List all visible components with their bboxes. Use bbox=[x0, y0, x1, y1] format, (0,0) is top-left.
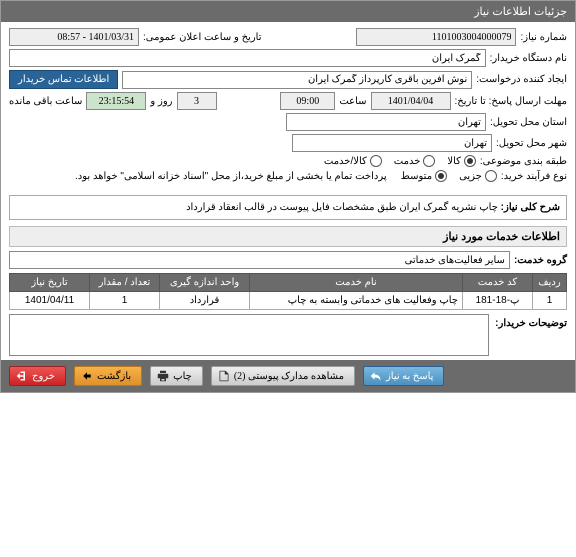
city-label: شهر محل تحویل: bbox=[496, 138, 567, 149]
th-date: تاریخ نیاز bbox=[10, 274, 90, 292]
attachments-label: مشاهده مدارک پیوستی (2) bbox=[234, 371, 344, 382]
general-title-box: شرح کلی نیاز: چاپ نشریه گمرک ایران طبق م… bbox=[9, 195, 567, 220]
process-small-option[interactable]: جزیی bbox=[459, 170, 497, 182]
panel-title: جزئیات اطلاعات نیاز bbox=[474, 6, 567, 18]
service-group-label: گروه خدمت: bbox=[514, 255, 567, 266]
buyer-notes-label: توضیحات خریدار: bbox=[495, 314, 567, 356]
subject-goods-label: کالا bbox=[447, 156, 461, 167]
process-medium-label: متوسط bbox=[401, 171, 432, 182]
process-label: نوع فرآیند خرید: bbox=[501, 171, 567, 182]
deadline-date-field bbox=[371, 92, 451, 110]
general-title-text: چاپ نشریه گمرک ایران طبق مشخصات فایل پیو… bbox=[186, 202, 498, 213]
remaining-label: ساعت باقی مانده bbox=[9, 96, 82, 107]
contact-info-button[interactable]: اطلاعات تماس خریدار bbox=[9, 70, 118, 89]
announce-datetime-label: تاریخ و ساعت اعلان عمومی: bbox=[143, 32, 262, 43]
process-note: پرداخت تمام یا بخشی از مبلغ خرید،از محل … bbox=[75, 171, 387, 182]
reply-icon bbox=[370, 370, 382, 382]
general-title-label: شرح کلی نیاز: bbox=[501, 202, 560, 213]
back-label: بازگشت bbox=[97, 371, 131, 382]
button-bar: خروج بازگشت چاپ مشاهده مدارک پیوستی (2) … bbox=[1, 360, 575, 392]
services-section-title: اطلاعات خدمات مورد نیاز bbox=[9, 226, 567, 247]
print-label: چاپ bbox=[173, 371, 192, 382]
exit-button[interactable]: خروج bbox=[9, 366, 66, 386]
form-area: شماره نیاز: تاریخ و ساعت اعلان عمومی: نا… bbox=[1, 22, 575, 189]
th-unit: واحد اندازه گیری bbox=[160, 274, 250, 292]
th-code: کد خدمت bbox=[463, 274, 533, 292]
province-field bbox=[286, 113, 486, 131]
reply-button[interactable]: پاسخ به نیاز bbox=[363, 366, 445, 386]
cell-row: 1 bbox=[533, 292, 567, 310]
services-table: ردیف کد خدمت نام خدمت واحد اندازه گیری ت… bbox=[9, 273, 567, 310]
process-small-label: جزیی bbox=[459, 171, 482, 182]
radio-icon bbox=[464, 155, 476, 167]
subject-both-label: کالا/خدمت bbox=[324, 156, 367, 167]
process-medium-option[interactable]: متوسط bbox=[401, 170, 447, 182]
subject-class-label: طبقه بندی موضوعی: bbox=[480, 156, 567, 167]
days-remaining-field bbox=[177, 92, 217, 110]
need-number-field bbox=[356, 28, 516, 46]
buyer-notes-textarea[interactable] bbox=[9, 314, 489, 356]
panel-header: جزئیات اطلاعات نیاز bbox=[1, 1, 575, 22]
subject-service-option[interactable]: خدمت bbox=[394, 155, 436, 167]
logout-icon bbox=[16, 370, 28, 382]
deadline-hour-field bbox=[280, 92, 335, 110]
exit-label: خروج bbox=[32, 371, 55, 382]
time-remaining-field bbox=[86, 92, 146, 110]
table-row[interactable]: 1 پ-18-181 چاپ وفعالیت های خدماتی وابسته… bbox=[10, 292, 567, 310]
subject-class-group: کالا خدمت کالا/خدمت bbox=[324, 155, 476, 167]
back-button[interactable]: بازگشت bbox=[74, 366, 142, 386]
days-and-label: روز و bbox=[150, 96, 172, 107]
cell-date: 1401/04/11 bbox=[10, 292, 90, 310]
cell-qty: 1 bbox=[90, 292, 160, 310]
radio-icon bbox=[485, 170, 497, 182]
service-group-field bbox=[9, 251, 510, 269]
process-group: جزیی متوسط bbox=[401, 170, 497, 182]
cell-unit: قرارداد bbox=[160, 292, 250, 310]
radio-icon bbox=[370, 155, 382, 167]
subject-service-label: خدمت bbox=[394, 156, 421, 167]
subject-both-option[interactable]: کالا/خدمت bbox=[324, 155, 382, 167]
deadline-label: مهلت ارسال پاسخ: تا تاریخ: bbox=[455, 96, 567, 107]
hour-label-1: ساعت bbox=[339, 96, 366, 107]
cell-code: پ-18-181 bbox=[463, 292, 533, 310]
attachments-button[interactable]: مشاهده مدارک پیوستی (2) bbox=[211, 366, 355, 386]
th-row: ردیف bbox=[533, 274, 567, 292]
printer-icon bbox=[157, 370, 169, 382]
th-name: نام خدمت bbox=[250, 274, 463, 292]
requester-label: ایجاد کننده درخواست: bbox=[476, 74, 567, 85]
back-arrow-icon bbox=[81, 370, 93, 382]
radio-icon bbox=[423, 155, 435, 167]
requester-field bbox=[122, 71, 472, 89]
cell-name: چاپ وفعالیت های خدماتی وابسته به چاپ bbox=[250, 292, 463, 310]
reply-label: پاسخ به نیاز bbox=[386, 371, 434, 382]
attachment-icon bbox=[218, 370, 230, 382]
radio-icon bbox=[435, 170, 447, 182]
subject-goods-option[interactable]: کالا bbox=[447, 155, 476, 167]
city-field bbox=[292, 134, 492, 152]
th-qty: تعداد / مقدار bbox=[90, 274, 160, 292]
buyer-org-label: نام دستگاه خریدار: bbox=[490, 53, 567, 64]
announce-datetime-field bbox=[9, 28, 139, 46]
province-label: استان محل تحویل: bbox=[490, 117, 567, 128]
print-button[interactable]: چاپ bbox=[150, 366, 203, 386]
need-number-label: شماره نیاز: bbox=[520, 32, 567, 43]
buyer-org-field bbox=[9, 49, 486, 67]
